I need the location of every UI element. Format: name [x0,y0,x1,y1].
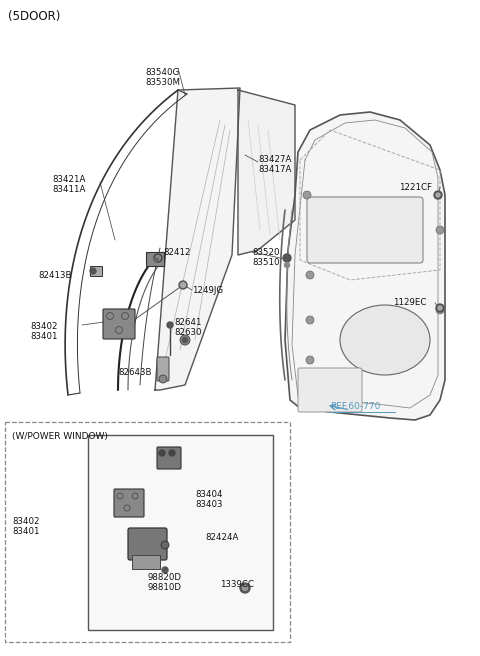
FancyBboxPatch shape [114,489,144,517]
Text: 1339CC: 1339CC [220,580,254,589]
Circle shape [436,306,444,314]
Text: 82424A: 82424A [205,533,239,542]
Circle shape [161,541,169,549]
Text: 83540G
83530M: 83540G 83530M [145,68,180,87]
Bar [146,252,164,266]
Circle shape [182,337,188,342]
Text: 82413B: 82413B [38,271,72,280]
Ellipse shape [340,305,430,375]
Circle shape [436,304,444,312]
Text: 1129EC: 1129EC [393,298,426,307]
Text: 82641
82630: 82641 82630 [174,318,202,337]
Circle shape [285,262,289,268]
Circle shape [90,268,96,274]
Circle shape [167,322,173,328]
Circle shape [283,254,291,262]
Circle shape [159,450,165,456]
Polygon shape [155,88,240,390]
Text: 1249JG: 1249JG [192,286,223,295]
Circle shape [306,316,314,324]
Circle shape [306,271,314,279]
Circle shape [169,450,175,456]
Text: 83520
83510: 83520 83510 [252,248,279,268]
Text: 1221CF: 1221CF [399,183,432,192]
Text: 83402
83401: 83402 83401 [12,517,39,537]
Circle shape [434,191,442,199]
Circle shape [240,583,250,593]
Circle shape [438,306,442,310]
FancyBboxPatch shape [157,357,169,381]
Text: (5DOOR): (5DOOR) [8,10,60,23]
Circle shape [179,281,187,289]
Text: 83404
83403: 83404 83403 [195,490,223,510]
FancyBboxPatch shape [298,368,362,412]
Text: 83421A
83411A: 83421A 83411A [52,175,85,194]
Circle shape [436,226,444,234]
Text: 82643B: 82643B [118,368,152,377]
Circle shape [180,335,190,345]
Circle shape [242,586,248,590]
Polygon shape [285,112,445,420]
Text: 83402
83401: 83402 83401 [30,322,58,341]
FancyBboxPatch shape [103,309,135,339]
Bar [5,422,290,642]
Circle shape [154,258,158,262]
Text: 83427A
83417A: 83427A 83417A [258,155,291,174]
Circle shape [162,567,168,573]
Circle shape [306,356,314,364]
FancyBboxPatch shape [157,447,181,469]
Text: (W/POWER WINDOW): (W/POWER WINDOW) [12,432,108,441]
Text: 98820D
98810D: 98820D 98810D [148,573,182,592]
Circle shape [436,193,440,197]
Text: REF.60-770: REF.60-770 [330,402,380,411]
Bar [90,266,102,276]
FancyBboxPatch shape [128,528,167,560]
Circle shape [159,375,167,383]
Bar [132,555,160,569]
Circle shape [180,283,185,287]
Text: 82412: 82412 [163,248,191,257]
Polygon shape [238,90,295,255]
FancyBboxPatch shape [307,197,423,263]
Circle shape [303,191,311,199]
Bar [88,435,273,630]
